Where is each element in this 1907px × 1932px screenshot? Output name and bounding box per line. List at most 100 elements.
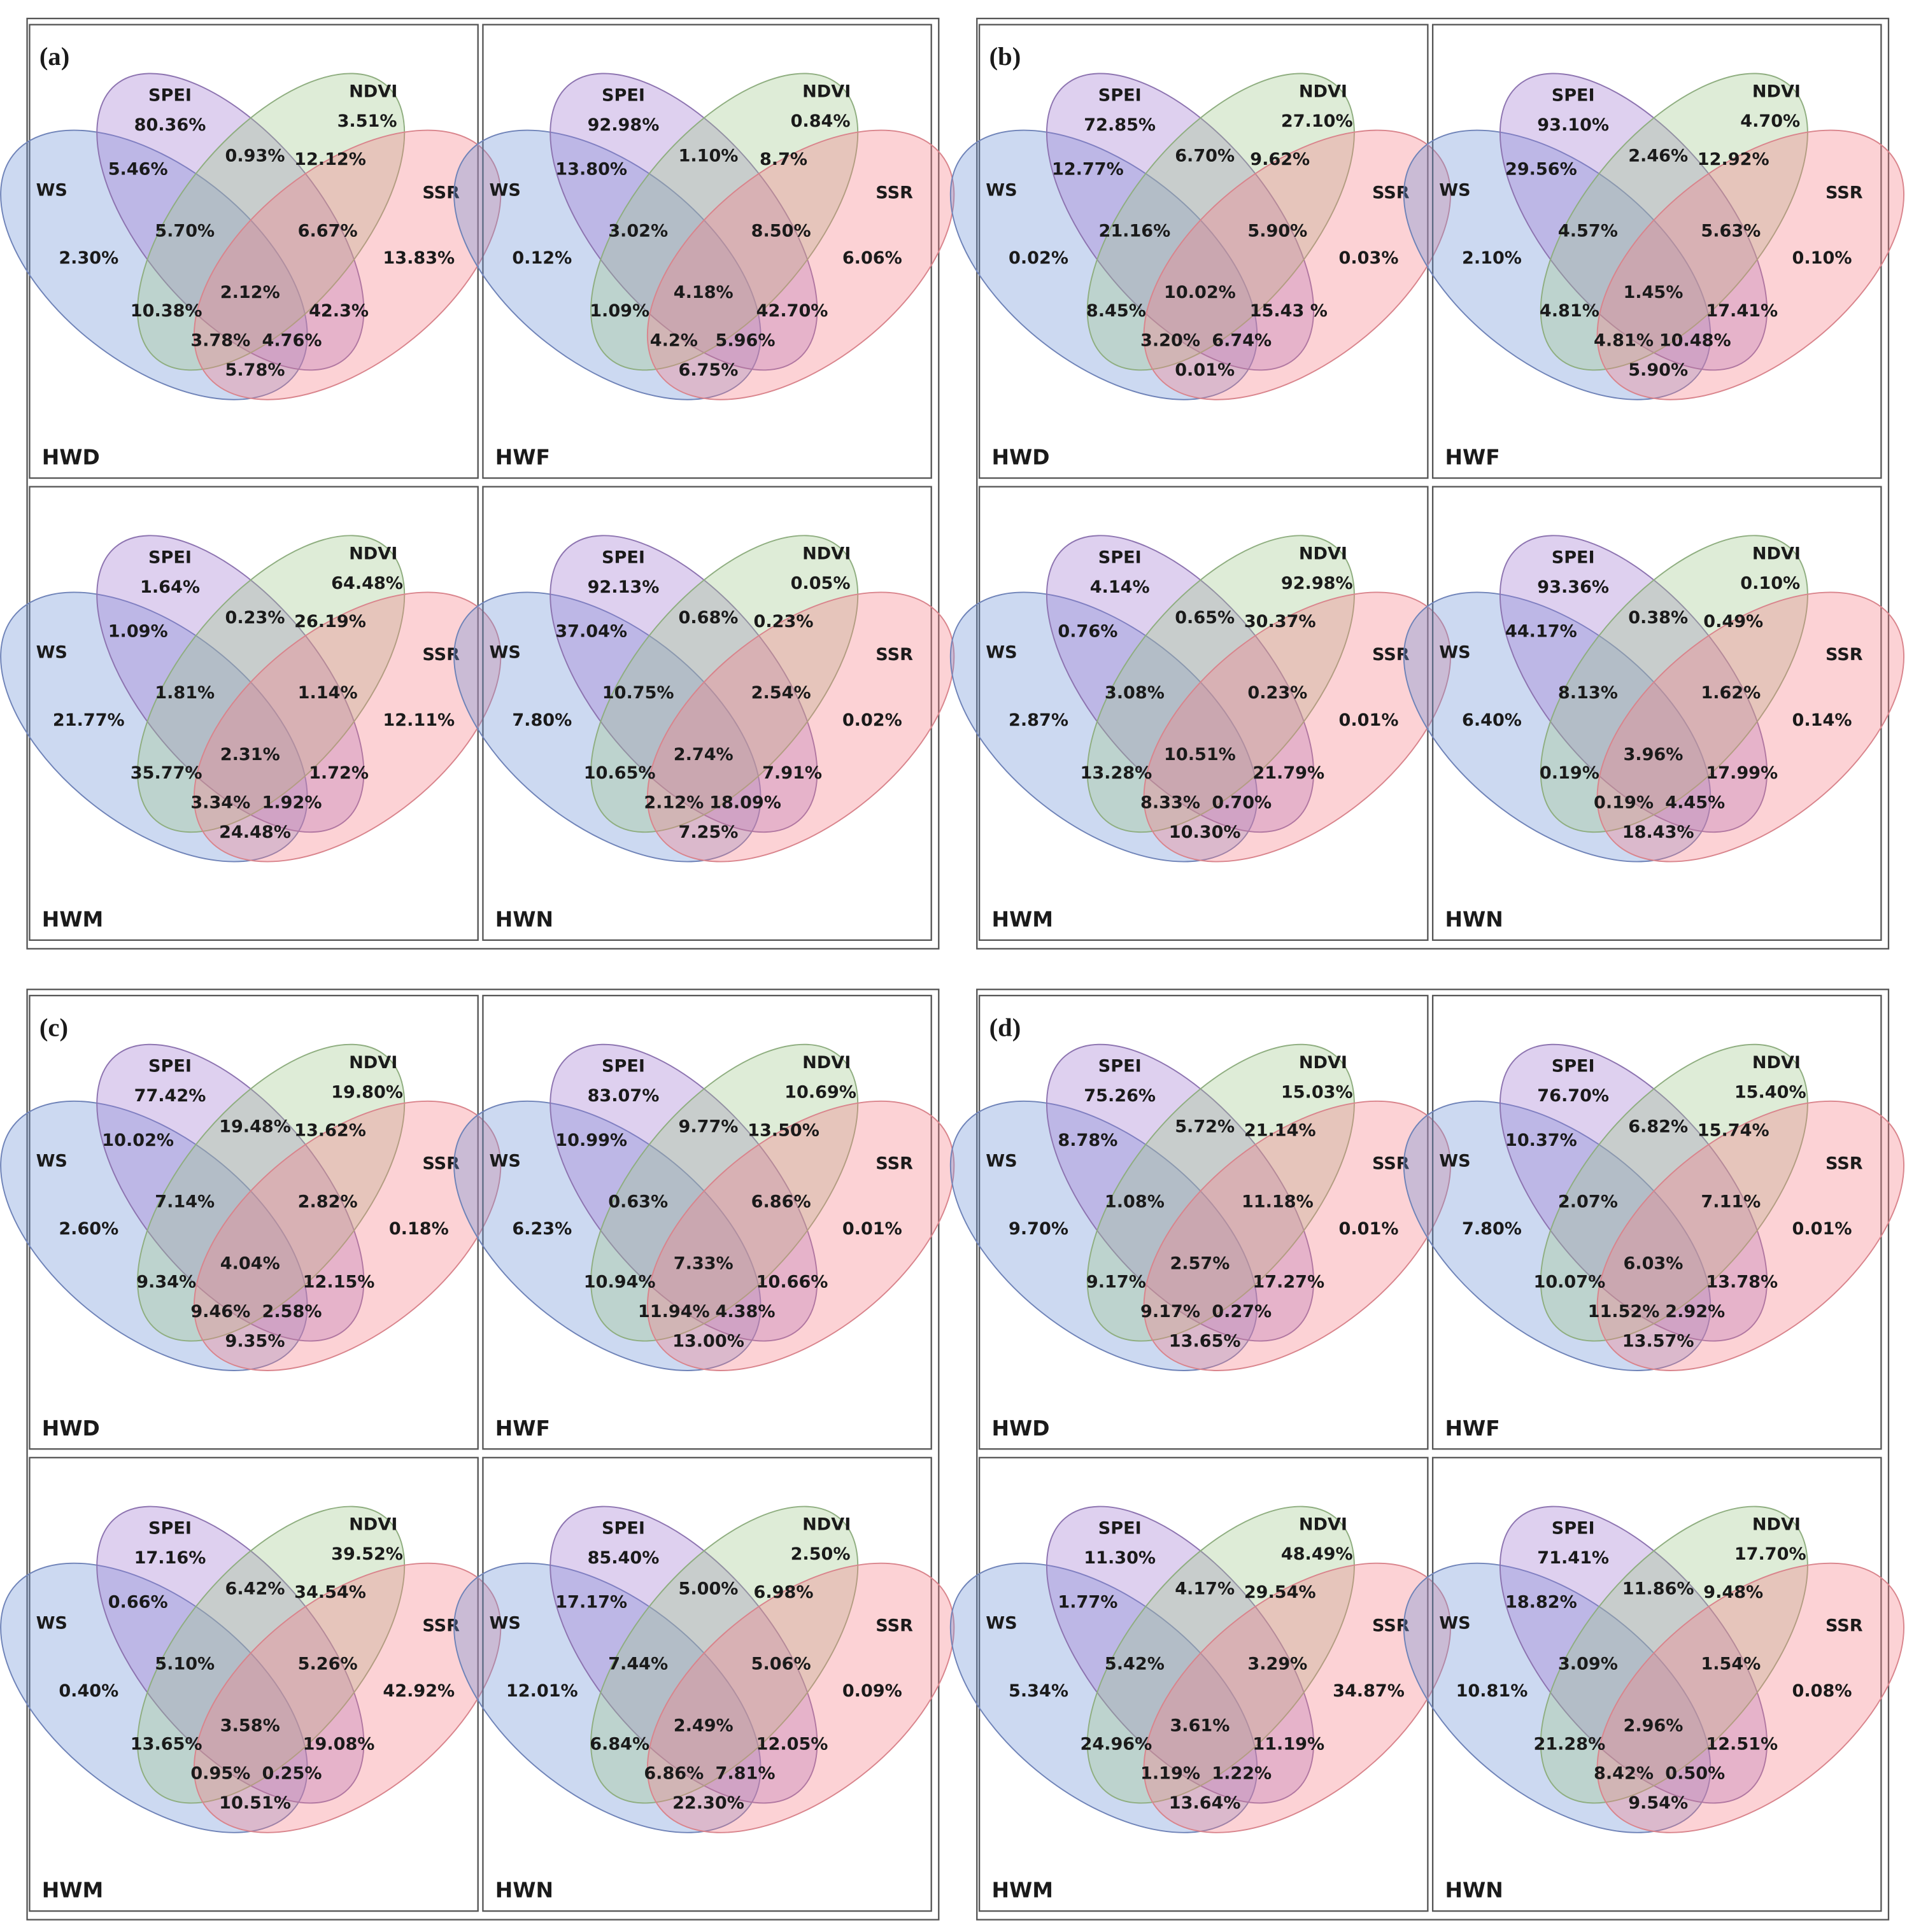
set-label: WS bbox=[490, 1152, 521, 1171]
region-value: 7.81% bbox=[716, 1764, 776, 1784]
region-value: 22.30% bbox=[672, 1793, 744, 1813]
panel-label: (b) bbox=[989, 42, 1021, 71]
region-value: 6.67% bbox=[298, 221, 358, 241]
set-ellipse bbox=[1540, 1505, 1808, 1804]
region-value: 13.28% bbox=[1081, 763, 1152, 783]
region-value: 0.10% bbox=[1740, 574, 1800, 593]
set-ellipse bbox=[0, 1562, 308, 1833]
region-value: 11.18% bbox=[1242, 1192, 1314, 1212]
region-value: 0.70% bbox=[1212, 793, 1272, 812]
region-value: 17.16% bbox=[134, 1548, 206, 1568]
region-value: 19.80% bbox=[331, 1082, 403, 1102]
region-value: 6.23% bbox=[512, 1219, 572, 1239]
region-value: 13.64% bbox=[1169, 1793, 1241, 1813]
region-value: 0.27% bbox=[1212, 1302, 1272, 1322]
region-value: 0.14% bbox=[1792, 710, 1852, 730]
set-ellipse bbox=[949, 129, 1258, 400]
region-value: 0.03% bbox=[1339, 248, 1399, 268]
set-label: NDVI bbox=[1752, 1515, 1801, 1535]
region-value: 3.08% bbox=[1105, 683, 1165, 703]
region-value: 1.22% bbox=[1212, 1764, 1272, 1784]
region-value: 10.66% bbox=[756, 1272, 828, 1292]
region-value: 9.34% bbox=[136, 1272, 196, 1292]
set-ellipse bbox=[1596, 1562, 1904, 1833]
region-value: 5.63% bbox=[1701, 221, 1761, 241]
region-value: 0.02% bbox=[842, 710, 902, 730]
region-value: 2.74% bbox=[674, 745, 734, 765]
region-value: 6.75% bbox=[679, 360, 739, 380]
region-value: 1.14% bbox=[298, 683, 358, 703]
region-value: 2.54% bbox=[751, 683, 811, 703]
region-value: 5.46% bbox=[108, 160, 168, 180]
set-label: NDVI bbox=[349, 82, 397, 102]
set-ellipse bbox=[646, 1100, 955, 1371]
set-ellipse bbox=[549, 535, 818, 833]
diagram-border bbox=[29, 486, 479, 941]
set-label: SPEI bbox=[148, 1519, 192, 1539]
region-value: 0.76% bbox=[1058, 621, 1117, 641]
diagram-name: HWD bbox=[42, 1416, 100, 1441]
region-value: 34.54% bbox=[294, 1583, 366, 1602]
diagram-name: HWF bbox=[1445, 445, 1499, 470]
region-value: 13.80% bbox=[555, 160, 627, 180]
region-value: 6.70% bbox=[1175, 146, 1235, 166]
set-label: SSR bbox=[1825, 1616, 1863, 1635]
region-value: 0.09% bbox=[842, 1681, 902, 1701]
region-value: 0.50% bbox=[1665, 1764, 1725, 1784]
set-label: WS bbox=[986, 642, 1017, 662]
panel-border bbox=[26, 17, 940, 950]
region-value: 1.54% bbox=[1701, 1654, 1761, 1674]
region-value: 9.62% bbox=[1250, 150, 1310, 169]
region-value: 6.82% bbox=[1628, 1117, 1688, 1137]
set-label: NDVI bbox=[1299, 544, 1347, 564]
set-ellipse bbox=[590, 1505, 859, 1804]
region-value: 0.49% bbox=[1703, 612, 1763, 631]
set-label: WS bbox=[36, 1614, 67, 1633]
diagram-name: HWD bbox=[991, 1416, 1049, 1441]
region-value: 44.17% bbox=[1505, 621, 1577, 641]
region-value: 7.80% bbox=[1462, 1219, 1522, 1239]
diagram-border bbox=[482, 1456, 932, 1912]
region-value: 4.45% bbox=[1665, 793, 1725, 812]
region-value: 5.00% bbox=[679, 1579, 739, 1598]
set-ellipse bbox=[1143, 591, 1451, 863]
region-value: 10.99% bbox=[555, 1131, 627, 1150]
region-value: 9.17% bbox=[1140, 1302, 1200, 1322]
region-value: 8.7% bbox=[760, 150, 807, 169]
region-value: 4.04% bbox=[220, 1253, 280, 1273]
set-label: NDVI bbox=[1752, 82, 1801, 102]
set-ellipse bbox=[137, 73, 406, 371]
region-value: 9.70% bbox=[1009, 1219, 1068, 1239]
set-ellipse bbox=[96, 1043, 365, 1342]
region-value: 71.41% bbox=[1537, 1548, 1609, 1568]
region-value: 0.12% bbox=[512, 248, 572, 268]
diagram-name: HWF bbox=[1445, 1416, 1499, 1441]
region-value: 10.38% bbox=[131, 301, 202, 321]
diagram-border bbox=[978, 1456, 1429, 1912]
region-value: 6.98% bbox=[754, 1583, 814, 1602]
set-label: SPEI bbox=[1098, 1519, 1142, 1539]
region-value: 0.19% bbox=[1594, 793, 1654, 812]
region-value: 30.37% bbox=[1244, 612, 1316, 631]
region-value: 5.70% bbox=[155, 221, 215, 241]
region-value: 10.51% bbox=[219, 1793, 291, 1813]
region-value: 2.12% bbox=[644, 793, 704, 812]
region-value: 8.50% bbox=[751, 221, 811, 241]
region-value: 2.49% bbox=[674, 1716, 734, 1735]
region-value: 5.42% bbox=[1105, 1654, 1165, 1674]
region-value: 75.26% bbox=[1084, 1086, 1156, 1106]
region-value: 0.01% bbox=[1339, 1219, 1399, 1239]
diagram-name: HWF bbox=[495, 445, 550, 470]
diagram-name: HWN bbox=[1445, 1878, 1503, 1903]
set-ellipse bbox=[1143, 1562, 1451, 1833]
region-value: 10.37% bbox=[1505, 1131, 1577, 1150]
diagram-name: HWM bbox=[42, 906, 103, 931]
set-label: NDVI bbox=[802, 1053, 851, 1073]
set-label: SPEI bbox=[1552, 547, 1595, 567]
set-ellipse bbox=[1596, 129, 1904, 400]
diagram-name: HWN bbox=[1445, 906, 1503, 931]
region-value: 48.49% bbox=[1281, 1544, 1353, 1564]
region-value: 34.87% bbox=[1333, 1681, 1405, 1701]
